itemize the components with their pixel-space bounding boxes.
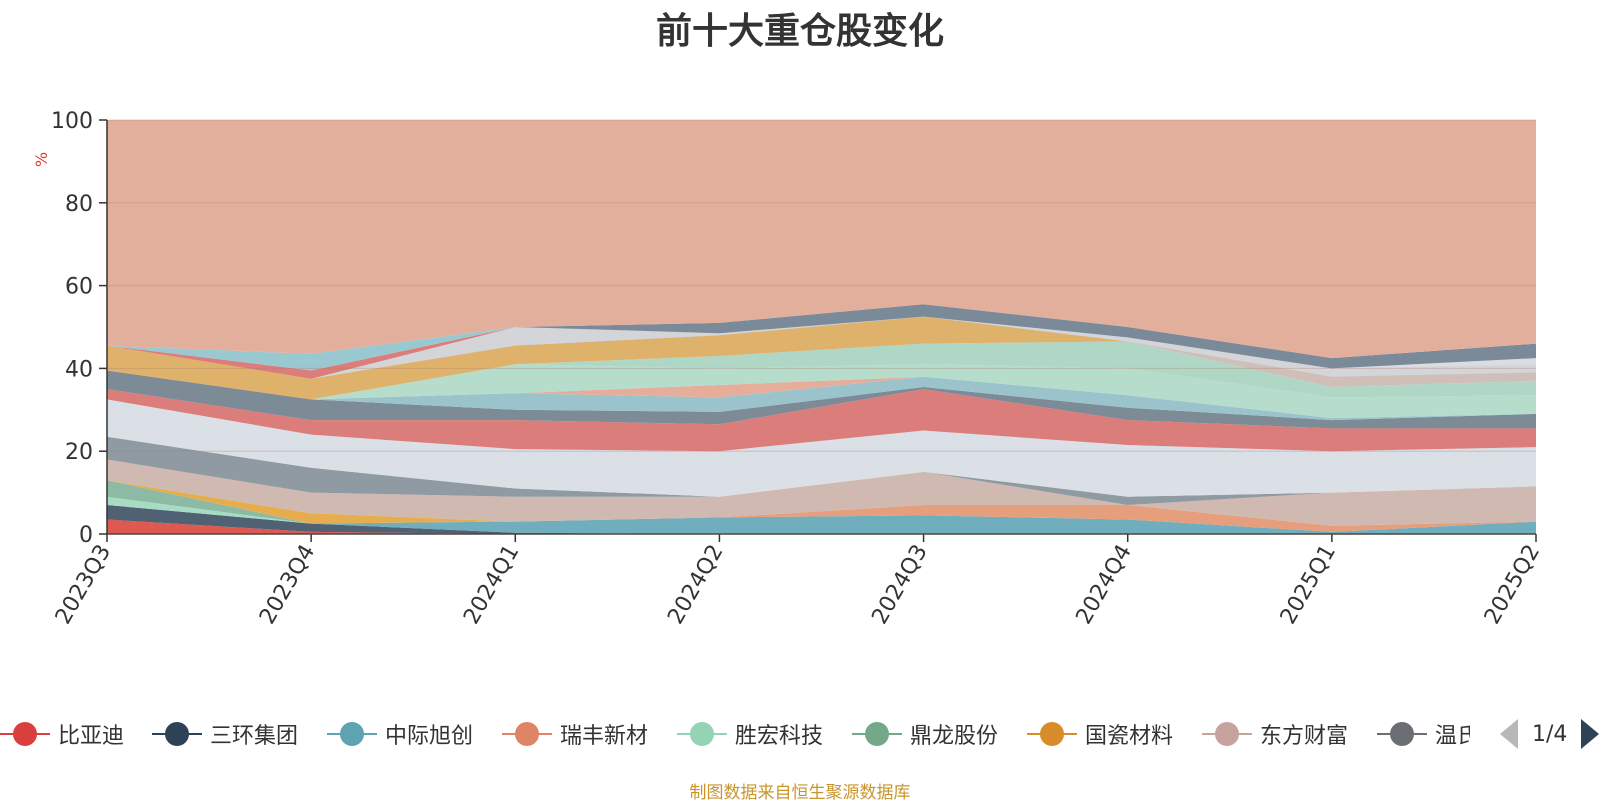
x-tick-label: 2024Q3 [867,541,932,629]
legend-label: 东方财富 [1260,718,1348,750]
legend-label: 比亚迪 [58,718,124,750]
chart-title: 前十大重仓股变化 [0,2,1600,54]
y-tick-label: 80 [65,192,93,217]
legend-item[interactable]: 瑞丰新材 [502,716,648,752]
legend-marker-icon [327,722,377,746]
legend: 比亚迪 三环集团 中际旭创 瑞丰新材 胜宏科技 鼎龙股份 国瓷材料 东方财富 温氏股份 [0,716,1470,752]
y-axis-unit: % [32,152,51,167]
legend-item[interactable]: 国瓷材料 [1027,716,1173,752]
x-tick-label: 2024Q2 [663,541,728,629]
legend-pager: 1/4 [1500,718,1599,750]
legend-marker-icon [677,722,727,746]
y-tick-label: 40 [65,357,93,382]
legend-label: 瑞丰新材 [560,718,648,750]
legend-label: 中际旭创 [385,718,473,750]
legend-label: 三环集团 [210,718,298,750]
x-tick-label: 2023Q4 [255,541,320,629]
x-tick-label: 2024Q1 [459,541,524,629]
legend-item[interactable]: 比亚迪 [0,716,124,752]
legend-item[interactable]: 温氏股份 [1377,716,1470,752]
x-tick-label: 2025Q2 [1480,541,1545,629]
y-tick-label: 60 [65,275,93,300]
stacked-area-chart: 0 20 40 60 80 100 2023Q3 2023Q4 2024Q1 2024Q2 2024… [0,0,1600,800]
legend-next-icon[interactable] [1581,719,1599,749]
legend-marker-icon [852,722,902,746]
x-tick-label: 2023Q3 [51,541,116,629]
legend-item[interactable]: 三环集团 [152,716,298,752]
legend-label: 国瓷材料 [1085,718,1173,750]
legend-item[interactable]: 中际旭创 [327,716,473,752]
x-tick-label: 2024Q4 [1072,541,1137,629]
legend-label: 鼎龙股份 [910,718,998,750]
legend-page-indicator: 1/4 [1532,722,1567,747]
legend-item[interactable]: 鼎龙股份 [852,716,998,752]
legend-marker-icon [0,722,50,746]
legend-item[interactable]: 胜宏科技 [677,716,823,752]
legend-marker-icon [1377,722,1427,746]
area-series [107,120,1536,534]
legend-marker-icon [152,722,202,746]
legend-prev-icon[interactable] [1500,719,1518,749]
legend-marker-icon [502,722,552,746]
x-tick-label: 2025Q1 [1276,541,1341,629]
y-tick-label: 0 [79,523,93,548]
legend-label: 胜宏科技 [735,718,823,750]
y-tick-label: 20 [65,440,93,465]
legend-marker-icon [1027,722,1077,746]
data-source-note: 制图数据来自恒生聚源数据库 [0,778,1600,803]
legend-item[interactable]: 东方财富 [1202,716,1348,752]
y-tick-label: 100 [51,109,93,134]
legend-marker-icon [1202,722,1252,746]
legend-label: 温氏股份 [1435,718,1470,750]
